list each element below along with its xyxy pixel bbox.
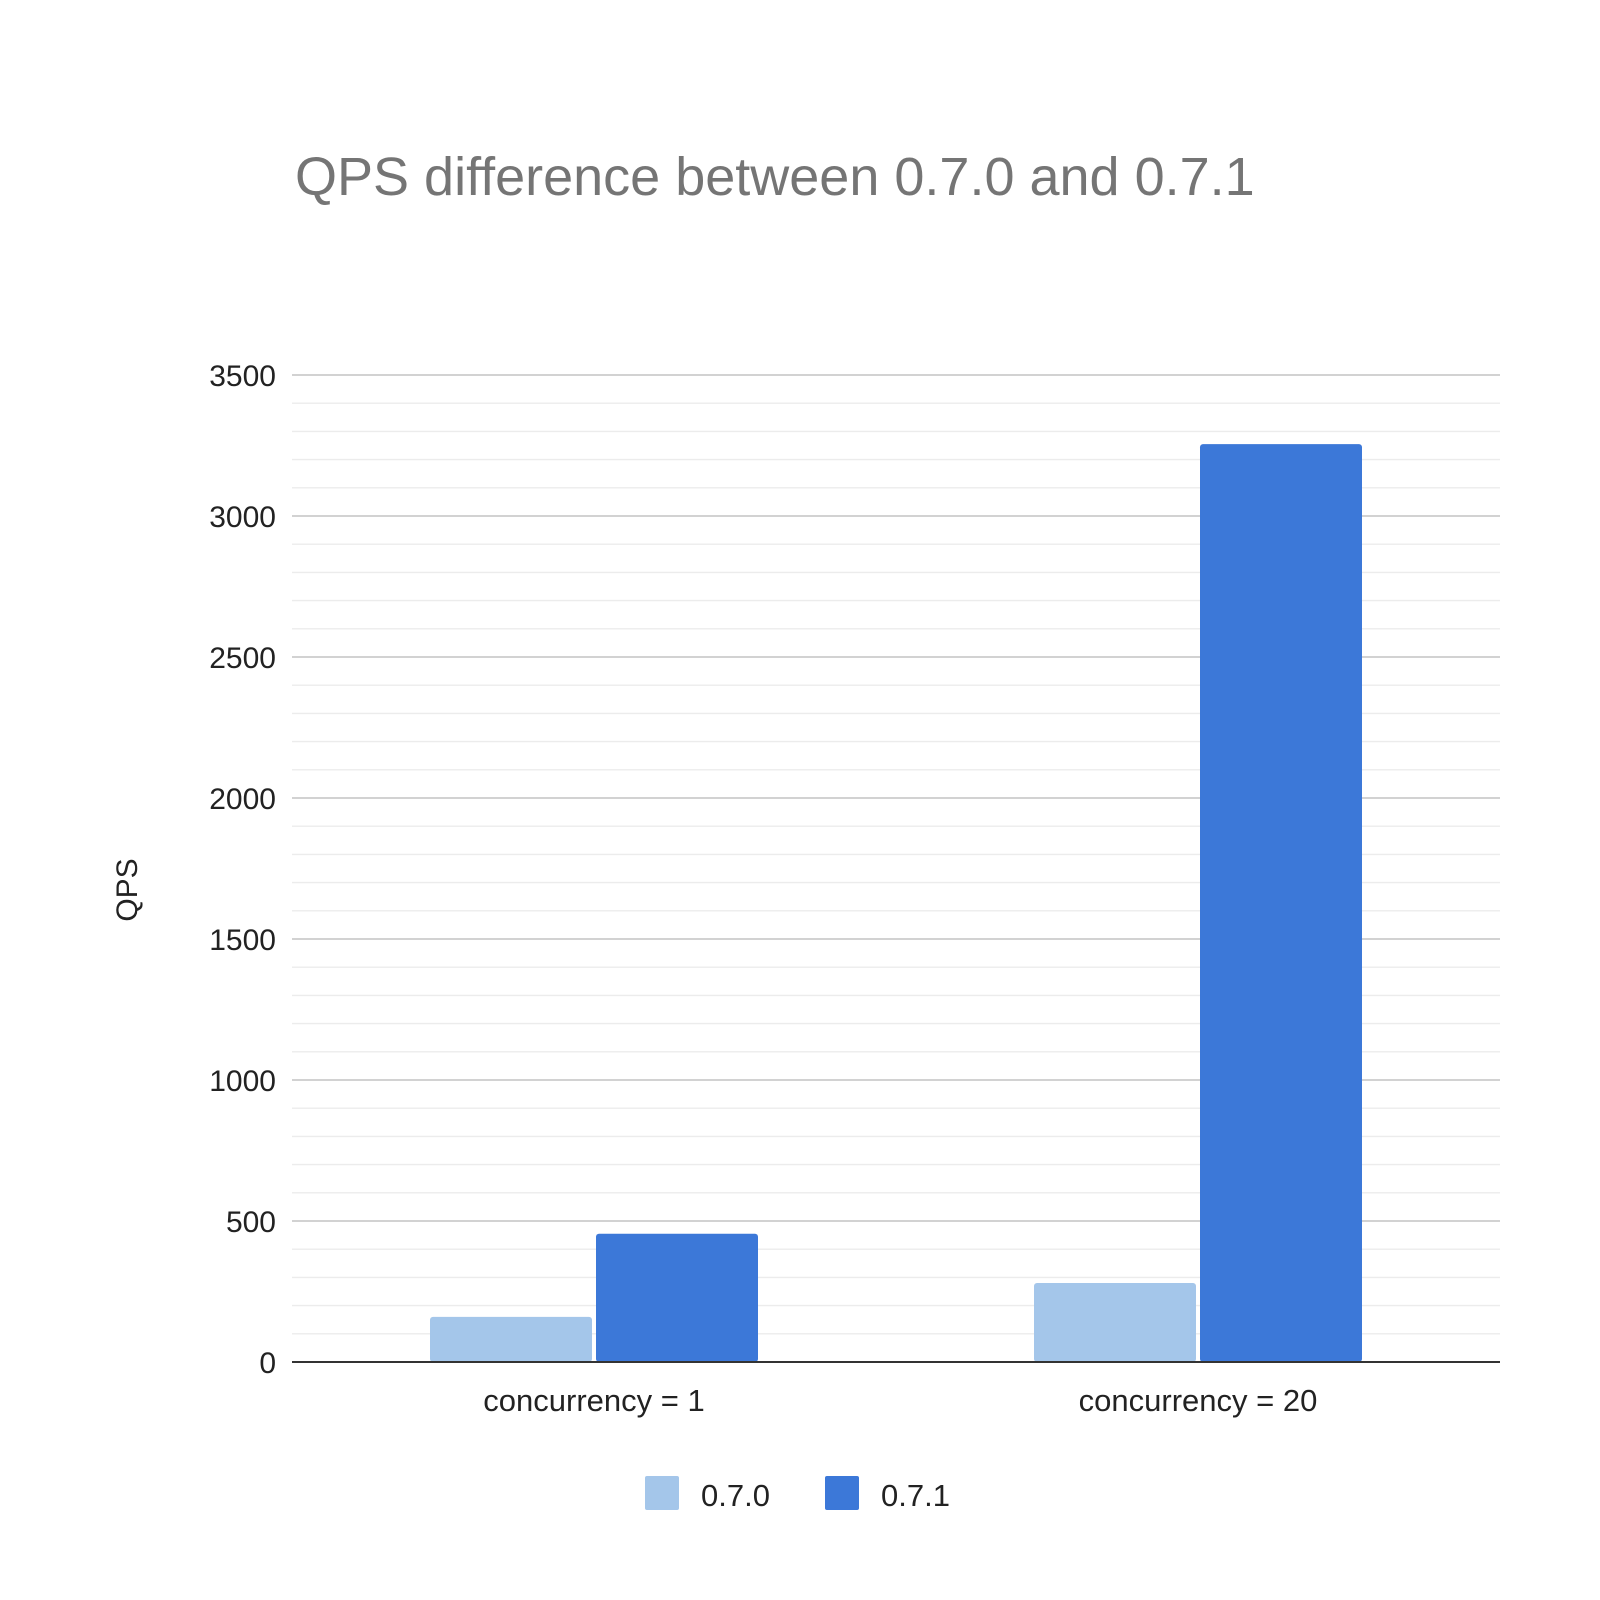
- y-tick-label: 0: [259, 1347, 276, 1380]
- y-tick-label: 500: [226, 1206, 276, 1239]
- legend-item[interactable]: 0.7.0: [645, 1476, 770, 1513]
- y-axis-title: QPS: [111, 858, 144, 921]
- y-tick-label: 1500: [209, 924, 276, 957]
- y-tick-label: 1000: [209, 1065, 276, 1098]
- bars: [430, 444, 1362, 1363]
- y-tick-label: 3500: [209, 360, 276, 393]
- legend-swatch: [825, 1476, 859, 1510]
- y-tick-label: 2000: [209, 783, 276, 816]
- bar: [1034, 1283, 1196, 1362]
- legend-swatch: [645, 1476, 679, 1510]
- chart-title: QPS difference between 0.7.0 and 0.7.1: [295, 147, 1255, 207]
- x-category-label: concurrency = 20: [1079, 1383, 1318, 1418]
- x-category-label: concurrency = 1: [483, 1383, 704, 1418]
- bar: [1200, 444, 1362, 1363]
- y-tick-label: 2500: [209, 642, 276, 675]
- bar: [430, 1316, 592, 1362]
- legend-label: 0.7.0: [701, 1478, 770, 1513]
- legend[interactable]: 0.7.0 0.7.1: [645, 1476, 950, 1513]
- y-axis-ticks: 0 500 1000 1500 2000 2500 3000 3500: [209, 360, 276, 1380]
- x-axis-categories: concurrency = 1 concurrency = 20: [483, 1383, 1317, 1418]
- y-tick-label: 3000: [209, 501, 276, 534]
- legend-item[interactable]: 0.7.1: [825, 1476, 950, 1513]
- legend-label: 0.7.1: [881, 1478, 950, 1513]
- bar: [596, 1233, 758, 1362]
